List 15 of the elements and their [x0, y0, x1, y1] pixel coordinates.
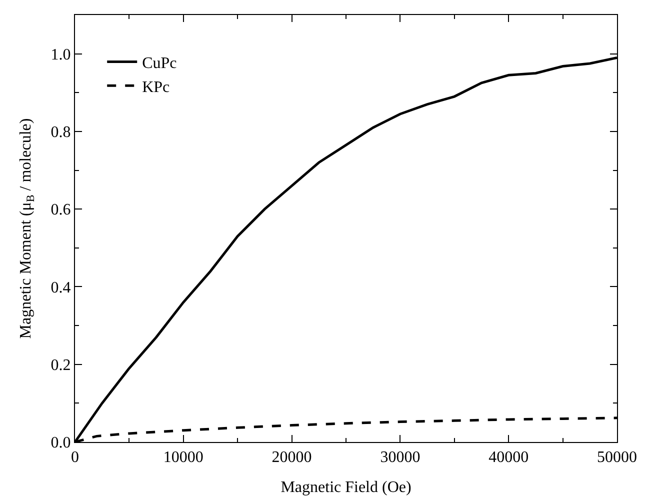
- y-tick-label: 0.6: [50, 202, 71, 219]
- x-tick-label: 0: [71, 449, 79, 466]
- x-tick-label: 50000: [597, 449, 637, 466]
- y-tick-label: 0.2: [50, 356, 71, 374]
- y-tick-label: 1.0: [50, 46, 71, 64]
- legend-label: KPc: [142, 78, 170, 96]
- x-tick-label: 40000: [488, 449, 529, 466]
- y-tick-label: 0.4: [50, 279, 71, 296]
- x-tick-label: 10000: [163, 449, 204, 466]
- x-tick-label: 30000: [380, 449, 420, 466]
- y-tick-label: 0.8: [50, 124, 71, 142]
- y-tick-label: 0.0: [50, 434, 71, 452]
- legend-label: CuPc: [142, 55, 177, 72]
- x-tick-label: 20000: [272, 449, 312, 466]
- x-axis-title: Magnetic Field (Oe): [280, 478, 412, 496]
